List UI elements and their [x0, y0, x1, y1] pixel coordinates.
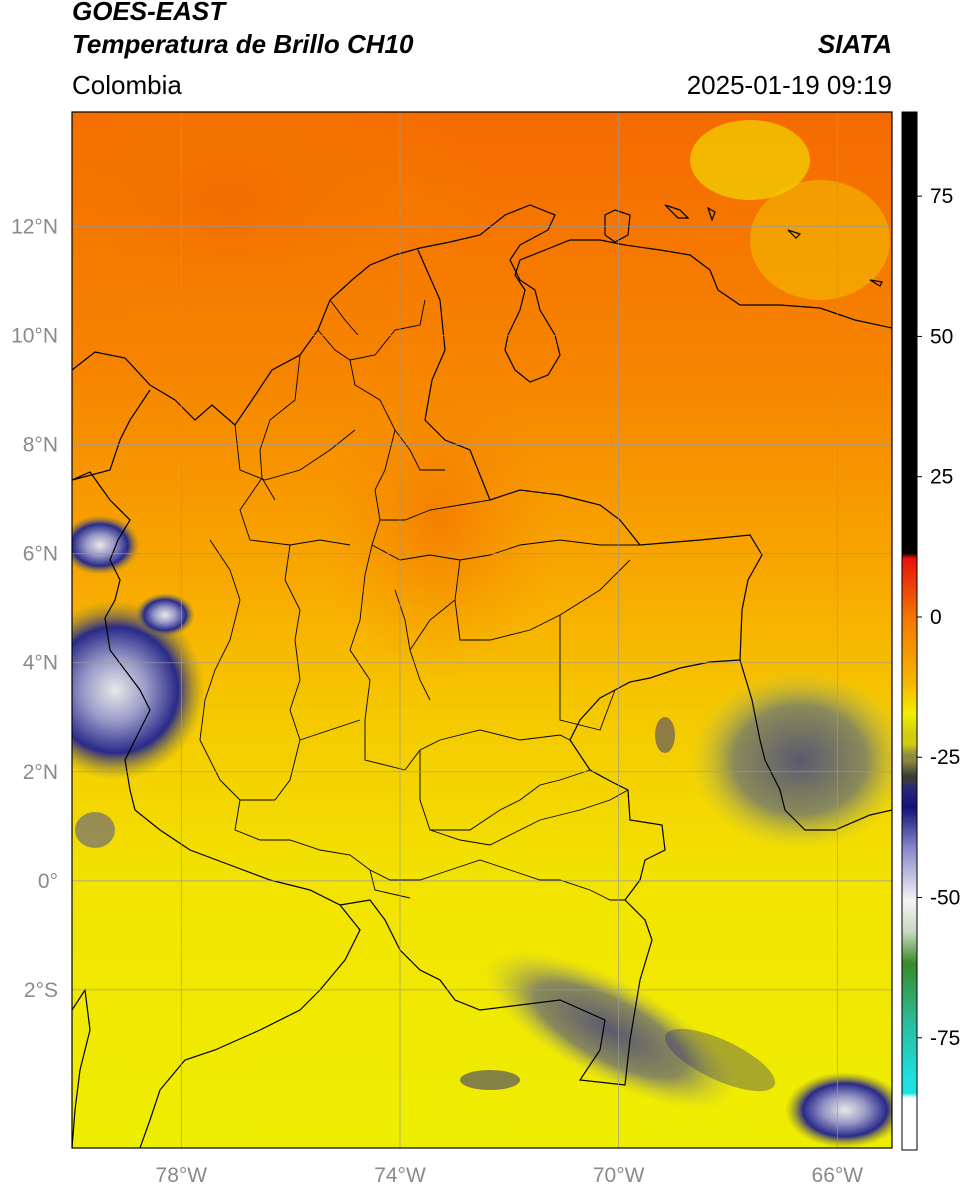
lon-label: 70°W — [593, 1164, 645, 1187]
colorbar — [901, 111, 918, 1151]
lat-label: 2°N — [23, 761, 58, 784]
lat-label: 8°N — [23, 434, 58, 457]
department-borders — [199, 299, 640, 901]
title-satellite: GOES-EAST — [72, 0, 226, 26]
colorbar-ticks: 75 50 25 0 -25 -50 -75 — [917, 185, 960, 1050]
title-product: Temperatura de Brillo CH10 — [72, 29, 414, 59]
colorbar-tick-label: -25 — [930, 746, 960, 769]
colorbar-tick-label: 25 — [930, 466, 953, 489]
lat-label: 2°S — [24, 979, 58, 1002]
cloud-cluster-east — [690, 670, 892, 850]
coastlines — [72, 204, 892, 1148]
colorbar-tick-label: 50 — [930, 325, 953, 348]
lat-label: 10°N — [11, 325, 58, 348]
longitude-labels: 78°W 74°W 70°W 66°W — [156, 1164, 864, 1187]
country-border — [72, 249, 892, 1086]
region-label: Colombia — [72, 70, 182, 100]
convective-cloud — [72, 600, 205, 780]
brand-label: SIATA — [817, 29, 892, 59]
colorbar-tick-label: -50 — [930, 887, 960, 910]
graticule — [72, 112, 892, 1148]
lat-label: 0° — [38, 870, 58, 893]
lon-label: 74°W — [374, 1164, 426, 1187]
colorbar-tick-label: 0 — [930, 606, 942, 629]
lat-label: 4°N — [23, 652, 58, 675]
lon-label: 78°W — [156, 1164, 208, 1187]
latitude-labels: 12°N 10°N 8°N 6°N 4°N 2°N 0° 2°S — [11, 216, 58, 1002]
lat-label: 6°N — [23, 543, 58, 566]
cloud-band-south — [484, 950, 736, 1110]
map-frame — [71, 111, 893, 1149]
colorbar-tick-label: -75 — [930, 1027, 960, 1050]
lon-label: 66°W — [812, 1164, 864, 1187]
lat-label: 12°N — [11, 216, 58, 239]
datetime-label: 2025-01-19 09:19 — [686, 70, 892, 100]
colorbar-tick-label: 75 — [930, 185, 953, 208]
